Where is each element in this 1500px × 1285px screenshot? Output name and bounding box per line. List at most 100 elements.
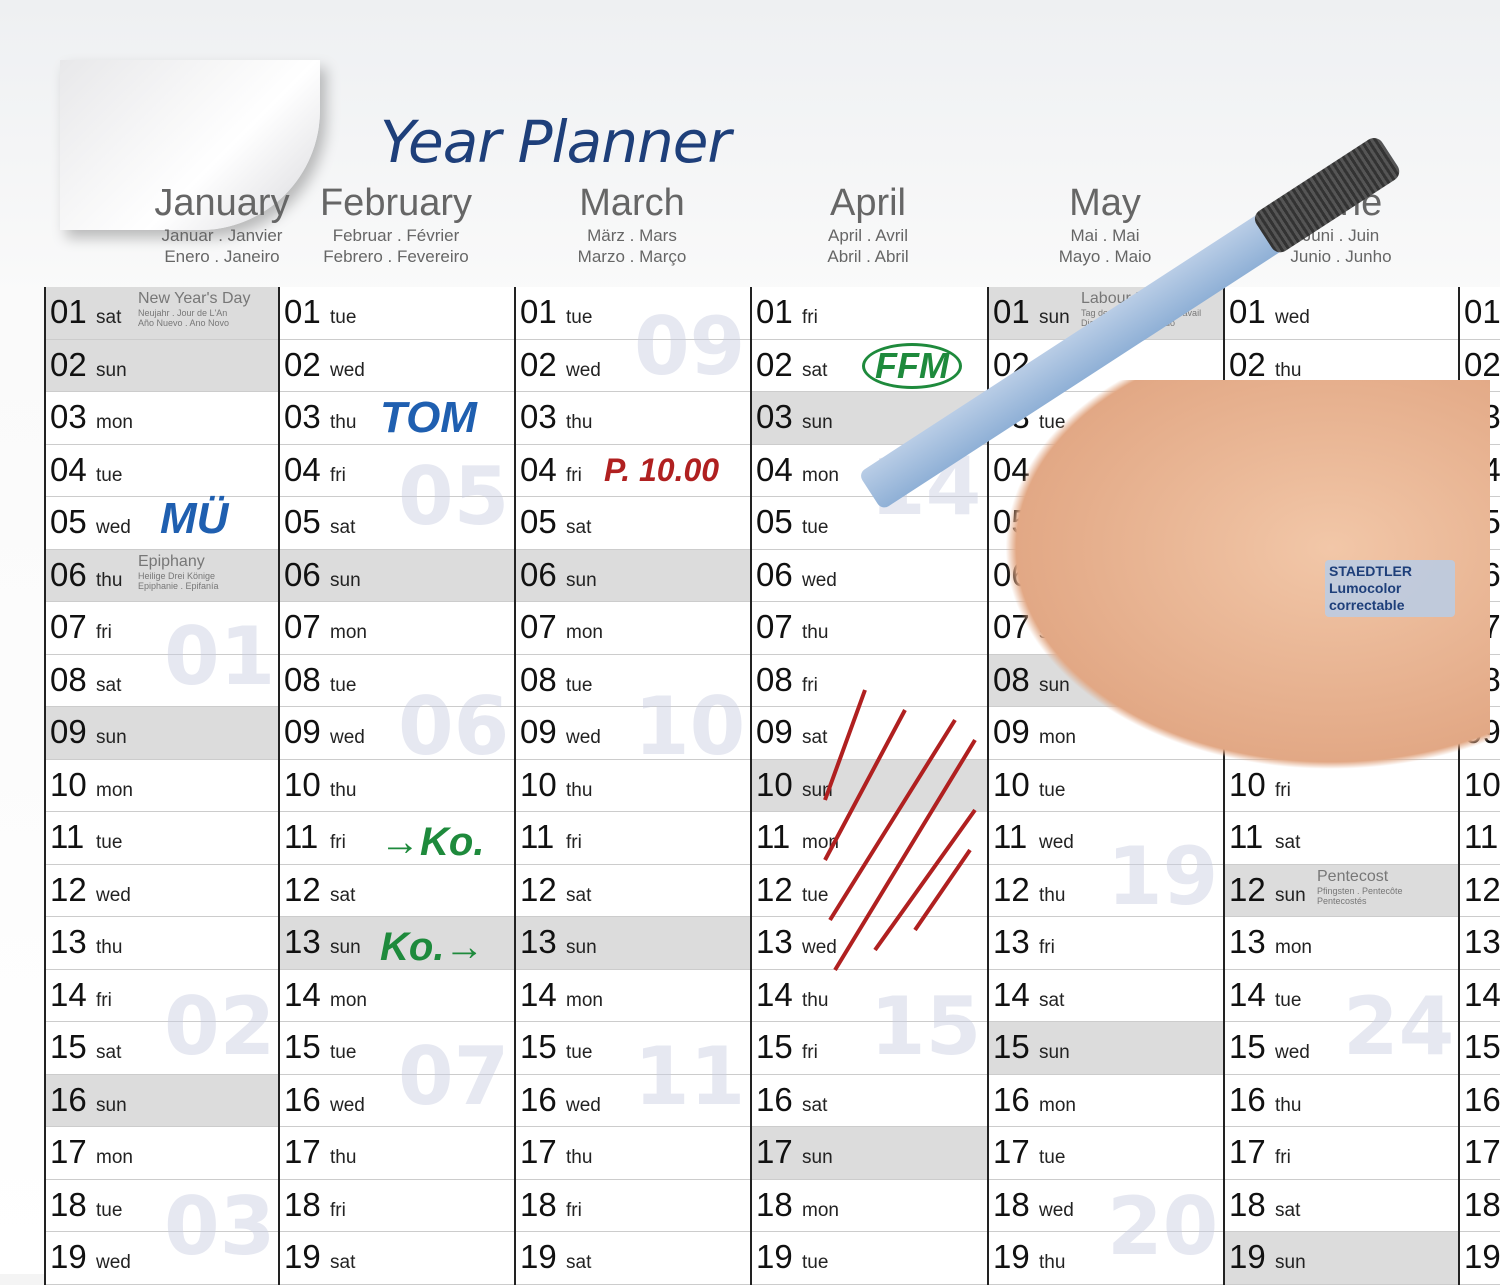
day-row[interactable]: 17 mon [46, 1127, 282, 1180]
day-row[interactable]: 14 sat [989, 969, 1225, 1022]
day-row[interactable]: 09 wed [516, 707, 752, 760]
day-row[interactable]: 11 [1460, 812, 1500, 865]
day-row[interactable]: 06 fri [989, 549, 1225, 602]
day-row[interactable]: 01 tue [516, 287, 752, 340]
day-row[interactable]: 09 [1460, 707, 1500, 760]
day-row[interactable]: 08 wed [1225, 654, 1461, 707]
day-row[interactable]: 07 [1460, 602, 1500, 655]
day-row[interactable]: 08 [1460, 654, 1500, 707]
day-row[interactable]: 18 [1460, 1179, 1500, 1232]
day-row[interactable]: 08 tue [280, 654, 516, 707]
day-row[interactable]: 13 sun [516, 917, 752, 970]
day-row[interactable]: 11 fri [516, 812, 752, 865]
day-row[interactable]: 13 sun [280, 917, 516, 970]
day-row[interactable]: 04 wed [989, 444, 1225, 497]
day-row[interactable]: 04 fri [280, 444, 516, 497]
day-row[interactable]: 17 fri [1225, 1127, 1461, 1180]
day-row[interactable]: 14 mon [516, 969, 752, 1022]
day-row[interactable]: 05 wed [46, 497, 282, 550]
day-row[interactable]: 18 mon [752, 1179, 988, 1232]
day-row[interactable]: 04 fri [516, 444, 752, 497]
day-row[interactable]: 05 thu [989, 497, 1225, 550]
day-row[interactable]: 12 sun Pentecost Pfingsten . Pentecôte Pente… [1225, 864, 1461, 917]
day-row[interactable]: 18 sat [1225, 1179, 1461, 1232]
day-row[interactable]: 10 fri [1225, 759, 1461, 812]
day-row[interactable]: 16 sat [752, 1074, 988, 1127]
day-row[interactable]: 11 sat [1225, 812, 1461, 865]
day-row[interactable]: 06 wed [752, 549, 988, 602]
day-row[interactable]: 11 wed [989, 812, 1225, 865]
day-row[interactable]: 15 wed [1225, 1022, 1461, 1075]
day-row[interactable]: 02 wed [516, 339, 752, 392]
day-row[interactable]: 11 tue [46, 812, 282, 865]
day-row[interactable]: 12 [1460, 864, 1500, 917]
day-row[interactable]: 01 fri [752, 287, 988, 340]
day-row[interactable]: 03 fri [1225, 392, 1461, 445]
day-row[interactable]: 04 [1460, 444, 1500, 497]
day-row[interactable]: 12 thu [989, 864, 1225, 917]
day-row[interactable]: 12 sat [516, 864, 752, 917]
day-row[interactable]: 12 tue [752, 864, 988, 917]
day-row[interactable]: 19 [1460, 1232, 1500, 1285]
day-row[interactable]: 05 sat [516, 497, 752, 550]
day-row[interactable]: 07 sat [989, 602, 1225, 655]
day-row[interactable]: 13 fri [989, 917, 1225, 970]
day-row[interactable]: 12 wed [46, 864, 282, 917]
day-row[interactable]: 02 wed [280, 339, 516, 392]
day-row[interactable]: 07 mon [280, 602, 516, 655]
day-row[interactable]: 19 sat [516, 1232, 752, 1285]
day-row[interactable]: 09 thu [1225, 707, 1461, 760]
day-row[interactable]: 05 tue [752, 497, 988, 550]
day-row[interactable]: 10 thu [516, 759, 752, 812]
day-row[interactable]: 18 wed [989, 1179, 1225, 1232]
day-row[interactable]: 03 [1460, 392, 1500, 445]
day-row[interactable]: 10 [1460, 759, 1500, 812]
day-row[interactable]: 03 thu [280, 392, 516, 445]
day-row[interactable]: 12 sat [280, 864, 516, 917]
day-row[interactable]: 05 [1460, 497, 1500, 550]
day-row[interactable]: 03 mon [46, 392, 282, 445]
day-row[interactable]: 09 wed [280, 707, 516, 760]
day-row[interactable]: 16 wed [280, 1074, 516, 1127]
day-row[interactable]: 06 sun [280, 549, 516, 602]
day-row[interactable]: 01 tue [280, 287, 516, 340]
day-row[interactable]: 05 sat [280, 497, 516, 550]
day-row[interactable]: 13 wed [752, 917, 988, 970]
day-row[interactable]: 10 tue [989, 759, 1225, 812]
day-row[interactable]: 18 tue [46, 1179, 282, 1232]
day-row[interactable]: 17 [1460, 1127, 1500, 1180]
day-row[interactable]: 19 sun [1225, 1232, 1461, 1285]
day-row[interactable]: 16 wed [516, 1074, 752, 1127]
day-row[interactable]: 08 sat [46, 654, 282, 707]
day-row[interactable]: 02 [1460, 339, 1500, 392]
day-row[interactable]: 15 tue [516, 1022, 752, 1075]
day-row[interactable]: 16 sun [46, 1074, 282, 1127]
day-row[interactable]: 13 thu [46, 917, 282, 970]
day-row[interactable]: 07 thu [752, 602, 988, 655]
day-row[interactable]: 19 thu [989, 1232, 1225, 1285]
day-row[interactable]: 09 mon [989, 707, 1225, 760]
day-row[interactable]: 18 fri [280, 1179, 516, 1232]
day-row[interactable]: 04 sat [1225, 444, 1461, 497]
day-row[interactable]: 06 [1460, 549, 1500, 602]
day-row[interactable]: 17 thu [280, 1127, 516, 1180]
day-row[interactable]: 15 [1460, 1022, 1500, 1075]
day-row[interactable]: 01 sat New Year's Day Neujahr . Jour de L'A… [46, 287, 282, 340]
day-row[interactable]: 15 sat [46, 1022, 282, 1075]
day-row[interactable]: 06 thu Epiphany Heilige Drei Könige Epiphani… [46, 549, 282, 602]
day-row[interactable]: 15 fri [752, 1022, 988, 1075]
day-row[interactable]: 16 thu [1225, 1074, 1461, 1127]
day-row[interactable]: 14 tue [1225, 969, 1461, 1022]
day-row[interactable]: 15 tue [280, 1022, 516, 1075]
day-row[interactable]: 03 thu [516, 392, 752, 445]
day-row[interactable]: 17 thu [516, 1127, 752, 1180]
day-row[interactable]: 10 mon [46, 759, 282, 812]
day-row[interactable]: 09 sun [46, 707, 282, 760]
day-row[interactable]: 14 mon [280, 969, 516, 1022]
day-row[interactable]: 14 fri [46, 969, 282, 1022]
day-row[interactable]: 17 sun [752, 1127, 988, 1180]
day-row[interactable]: 05 sun [1225, 497, 1461, 550]
day-row[interactable]: 08 tue [516, 654, 752, 707]
day-row[interactable]: 14 thu [752, 969, 988, 1022]
day-row[interactable]: 02 sun [46, 339, 282, 392]
